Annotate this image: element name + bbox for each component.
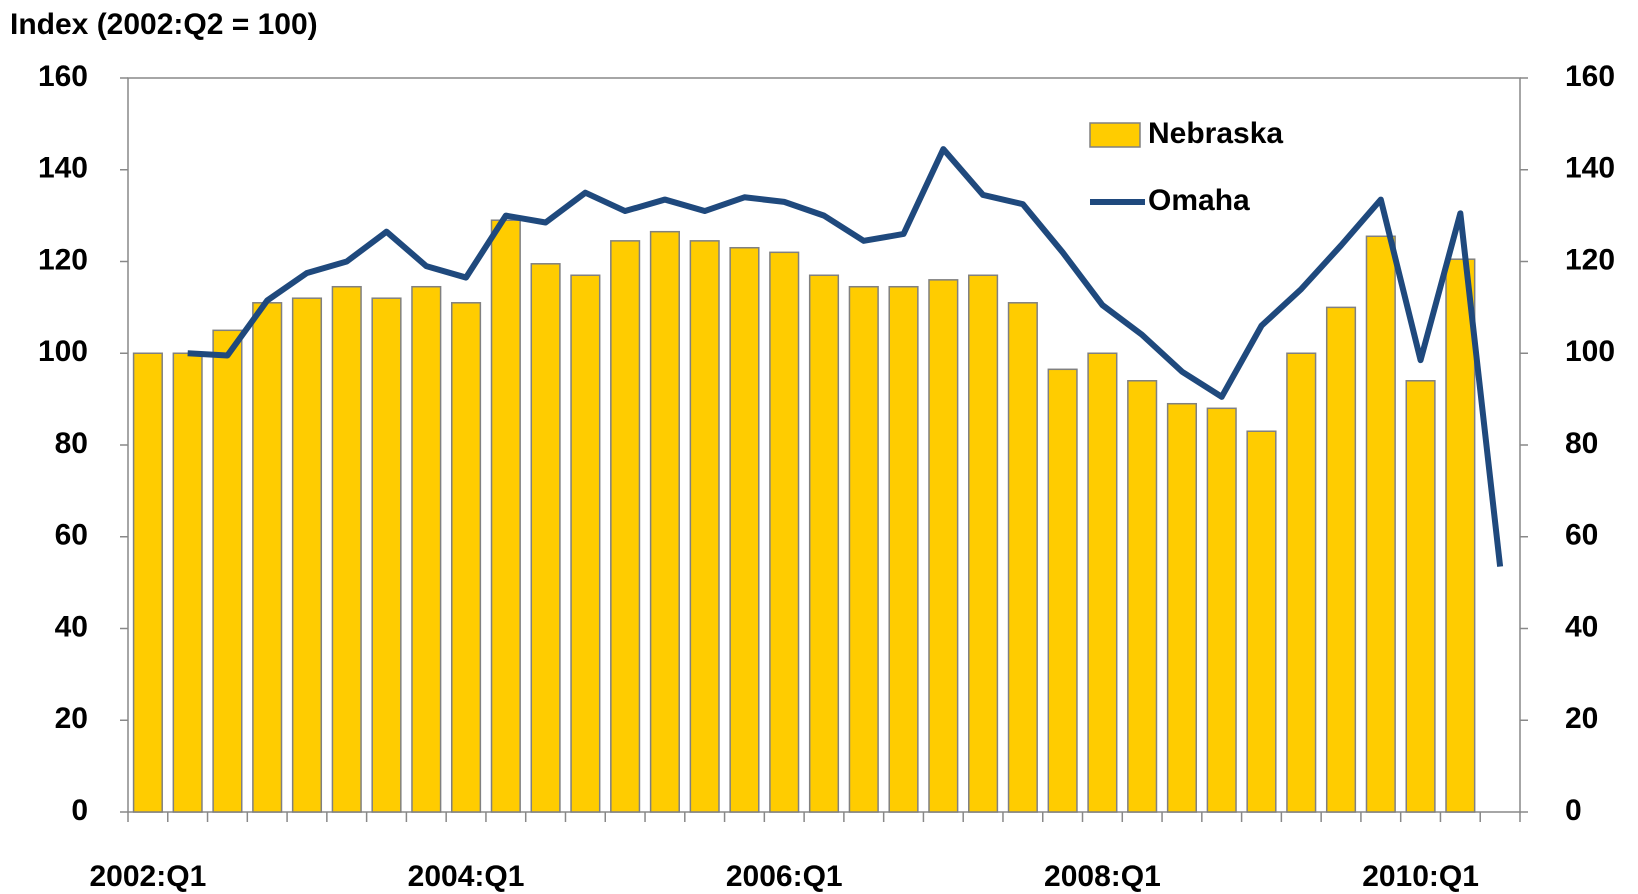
bar xyxy=(729,246,760,813)
bar xyxy=(1246,430,1277,813)
bar xyxy=(1445,258,1476,813)
x-tick-label: 2010:Q1 xyxy=(1362,860,1479,893)
bar xyxy=(490,219,521,813)
bar xyxy=(132,352,163,813)
bar xyxy=(1325,306,1357,813)
legend-swatch xyxy=(1089,122,1141,148)
bar xyxy=(1007,302,1038,813)
bar xyxy=(928,279,959,813)
bar xyxy=(570,274,601,813)
bar xyxy=(888,285,919,813)
bar xyxy=(649,230,680,813)
y-tick-label: 20 xyxy=(55,702,88,735)
y2-tick-label: 120 xyxy=(1565,243,1615,276)
bar xyxy=(450,302,482,813)
y-tick-label: 160 xyxy=(38,60,88,93)
chart-title: Index (2002:Q2 = 100) xyxy=(10,8,318,41)
bar xyxy=(769,251,800,813)
y2-tick-label: 80 xyxy=(1565,427,1598,460)
y-tick-label: 80 xyxy=(55,427,88,460)
bar xyxy=(1047,368,1078,813)
y2-tick-label: 0 xyxy=(1565,794,1582,827)
x-tick-label: 2008:Q1 xyxy=(1044,860,1161,893)
bar xyxy=(530,263,561,813)
x-tick-label: 2004:Q1 xyxy=(408,860,525,893)
bar xyxy=(411,285,442,813)
bar xyxy=(848,285,879,813)
bar xyxy=(1087,352,1118,813)
bar xyxy=(968,274,999,813)
bar xyxy=(212,329,243,813)
bar xyxy=(291,297,323,813)
x-tick-label: 2006:Q1 xyxy=(726,860,843,893)
y2-tick-label: 60 xyxy=(1565,519,1598,552)
bar xyxy=(1365,235,1396,813)
y-tick-label: 40 xyxy=(55,610,88,643)
y-tick-label: 120 xyxy=(38,243,88,276)
bar xyxy=(610,240,641,813)
y-tick-label: 140 xyxy=(38,152,88,185)
y-tick-label: 100 xyxy=(38,335,88,368)
bar xyxy=(331,285,362,813)
y2-tick-label: 40 xyxy=(1565,610,1598,643)
bar xyxy=(1286,352,1317,813)
y-tick-label: 60 xyxy=(55,519,88,552)
line xyxy=(187,146,1504,567)
bar xyxy=(1127,380,1158,813)
bar xyxy=(689,240,720,813)
bar xyxy=(808,274,840,813)
bar xyxy=(252,302,283,813)
bar xyxy=(172,352,203,813)
bar xyxy=(1206,407,1237,813)
y2-tick-label: 20 xyxy=(1565,702,1598,735)
y2-tick-label: 140 xyxy=(1565,152,1615,185)
legend-label: Omaha xyxy=(1148,184,1250,217)
y2-tick-label: 160 xyxy=(1565,60,1615,93)
bar xyxy=(1166,402,1198,813)
y-tick-label: 0 xyxy=(71,794,88,827)
bar xyxy=(1405,380,1436,813)
x-tick-label: 2002:Q1 xyxy=(90,860,207,893)
bar xyxy=(371,297,402,813)
legend-label: Nebraska xyxy=(1148,117,1283,150)
y2-tick-label: 100 xyxy=(1565,335,1615,368)
